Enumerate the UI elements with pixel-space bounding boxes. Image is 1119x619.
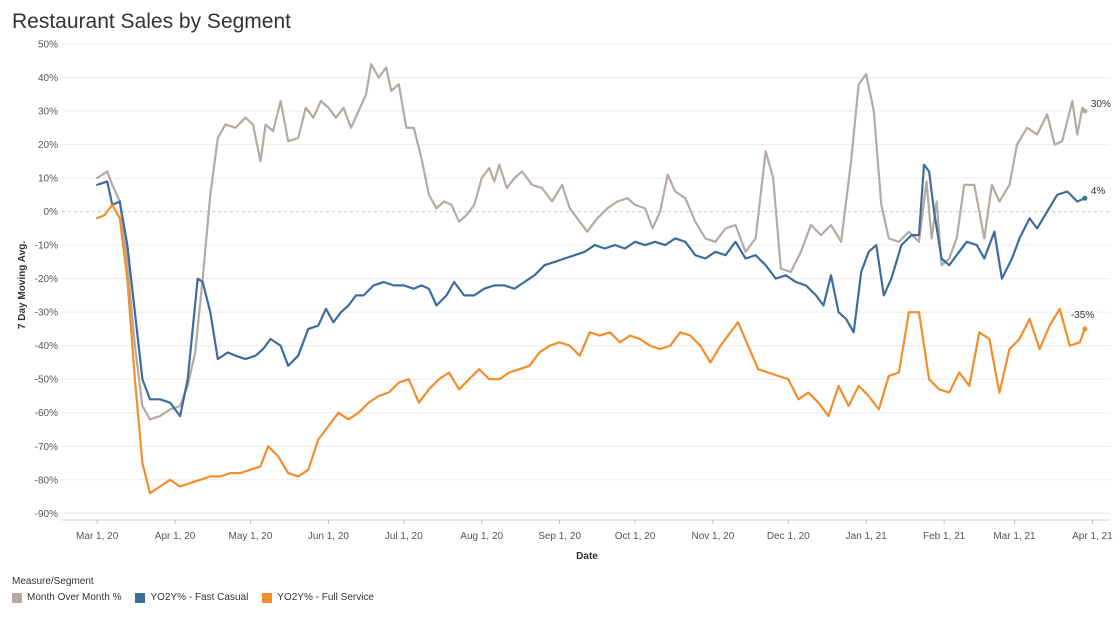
series-end-label-yo2y-full-service: -35% xyxy=(1071,310,1094,321)
y-tick-label: 10% xyxy=(38,174,58,185)
legend-label: Month Over Month % xyxy=(27,592,122,603)
x-tick-label: Dec 1, 20 xyxy=(767,531,810,542)
x-tick-label: Jun 1, 20 xyxy=(308,531,350,542)
series-end-point-yo2y-fast-casual xyxy=(1082,195,1088,201)
series-lines xyxy=(96,62,1088,495)
y-tick-label: 30% xyxy=(38,107,58,118)
series-line-yo2y-full-service xyxy=(96,203,1086,495)
chart-title: Restaurant Sales by Segment xyxy=(12,10,291,33)
y-tick-label: 50% xyxy=(38,40,58,51)
x-tick-label: Oct 1, 20 xyxy=(615,531,656,542)
legend: Measure/Segment Month Over Month % YO2Y% … xyxy=(12,576,374,603)
y-tick-label: -20% xyxy=(35,274,58,285)
series-line-month-over-month xyxy=(96,62,1086,421)
x-tick-label: Mar 1, 20 xyxy=(76,531,119,542)
legend-title: Measure/Segment xyxy=(12,576,94,587)
legend-label: YO2Y% - Fast Casual xyxy=(150,592,249,603)
legend-swatch xyxy=(12,592,22,603)
y-tick-label: -80% xyxy=(35,475,58,486)
x-tick-label: Apr 1, 20 xyxy=(155,531,196,542)
y-tick-label: -50% xyxy=(35,375,58,386)
legend-label: YO2Y% - Full Service xyxy=(277,592,374,603)
y-tick-label: -40% xyxy=(35,341,58,352)
end-labels: 30% 4% -35% xyxy=(1071,99,1111,321)
y-tick-label: -10% xyxy=(35,241,58,252)
x-tick-label: Aug 1, 20 xyxy=(460,531,503,542)
legend-swatch xyxy=(135,592,146,603)
y-tick-label: 20% xyxy=(38,140,58,151)
gridlines xyxy=(62,43,1110,514)
x-tick-label: May 1, 20 xyxy=(229,531,273,542)
series-end-label-yo2y-fast-casual: 4% xyxy=(1091,186,1106,197)
y-tick-label: -90% xyxy=(35,509,58,520)
x-axis: Mar 1, 20 Apr 1, 20 May 1, 20 Jun 1, 20 Jul … xyxy=(62,519,1113,542)
series-end-point-month-over-month xyxy=(1082,108,1088,114)
y-axis-tick-labels: 50% 40% 30% 20% 10% 0% -10% -20% -30% -40% -50% -60… xyxy=(35,40,58,520)
x-tick-label: Feb 1, 21 xyxy=(923,531,966,542)
x-tick-label: Nov 1, 20 xyxy=(692,531,735,542)
legend-item-yo2y-full-service[interactable]: YO2Y% - Full Service xyxy=(262,592,374,603)
y-axis-title: 7 Day Moving Avg. xyxy=(17,241,28,329)
x-tick-label: Mar 1, 21 xyxy=(993,531,1036,542)
series-end-point-yo2y-full-service xyxy=(1082,326,1088,332)
x-tick-label: Apr 1, 21 xyxy=(1072,531,1113,542)
series-line-yo2y-fast-casual xyxy=(96,163,1086,418)
y-tick-label: -30% xyxy=(35,308,58,319)
legend-item-month-over-month[interactable]: Month Over Month % xyxy=(12,592,121,603)
x-tick-label: Jan 1, 21 xyxy=(846,531,888,542)
legend-items: Month Over Month % YO2Y% - Fast Casual YO2… xyxy=(12,592,374,603)
x-tick-label: Jul 1, 20 xyxy=(385,531,423,542)
legend-item-yo2y-fast-casual[interactable]: YO2Y% - Fast Casual xyxy=(135,592,248,603)
legend-swatch xyxy=(262,592,273,603)
x-axis-title: Date xyxy=(576,551,598,562)
x-tick-label: Sep 1, 20 xyxy=(538,531,581,542)
y-tick-label: 40% xyxy=(38,73,58,84)
series-end-label-month-over-month: 30% xyxy=(1091,99,1111,110)
y-tick-label: -60% xyxy=(35,408,58,419)
y-tick-label: -70% xyxy=(35,442,58,453)
y-tick-label: 0% xyxy=(44,207,59,218)
